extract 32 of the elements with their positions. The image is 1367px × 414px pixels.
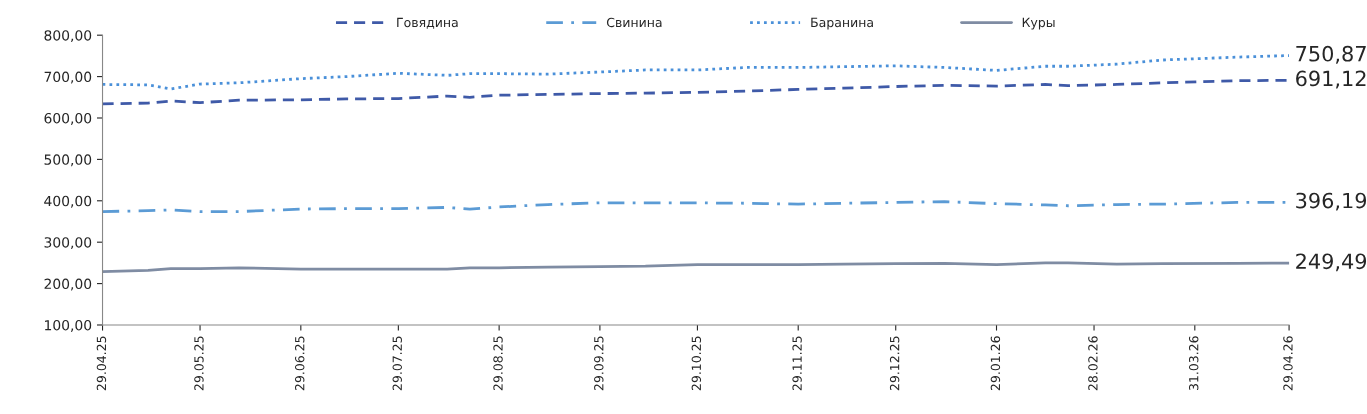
data-label: 691,12 (1296, 70, 1366, 89)
x-tick-label: 29.06.25 (295, 336, 305, 391)
legend-label: Баранина (811, 17, 873, 30)
y-tick-label: 800,00 (44, 30, 92, 43)
x-tick-label: 29.08.25 (493, 336, 503, 391)
x-tick-label: 29.01.26 (990, 336, 1001, 391)
data-label: 750,87 (1296, 45, 1366, 64)
y-tick-label: 200,00 (44, 278, 92, 291)
line-series (102, 261, 1290, 273)
y-tick-label: 100,00 (45, 319, 92, 332)
y-tick-label: 700,00 (44, 71, 92, 84)
x-tick-label: 31.03.26 (1188, 336, 1199, 391)
x-tick-label: 29.04.25 (96, 336, 107, 391)
x-tick-label: 29.12.25 (889, 336, 900, 391)
x-tick-label: 29.10.25 (691, 336, 702, 391)
x-tick-label: 29.04.26 (1283, 336, 1293, 391)
line-series (102, 78, 1290, 106)
line-series (102, 54, 1290, 91)
x-tick-label: 29.11.25 (792, 336, 802, 391)
y-tick-label: 500,00 (44, 154, 92, 167)
y-tick-label: 400,00 (44, 195, 92, 208)
legend-label: Говядина (397, 17, 458, 29)
legend-label: Куры (1022, 17, 1055, 30)
y-tick-label: 600,00 (44, 112, 92, 125)
x-tick-label: 29.07.25 (392, 336, 402, 391)
legend-label: Свинина (606, 17, 662, 28)
x-tick-label: 29.09.25 (594, 336, 604, 391)
data-label: 249,49 (1296, 253, 1367, 272)
data-label: 396,19 (1296, 192, 1367, 211)
x-tick-label: 28.02.26 (1088, 336, 1098, 391)
y-tick-label: 300,00 (44, 237, 92, 250)
x-tick-label: 29.05.25 (194, 336, 204, 391)
